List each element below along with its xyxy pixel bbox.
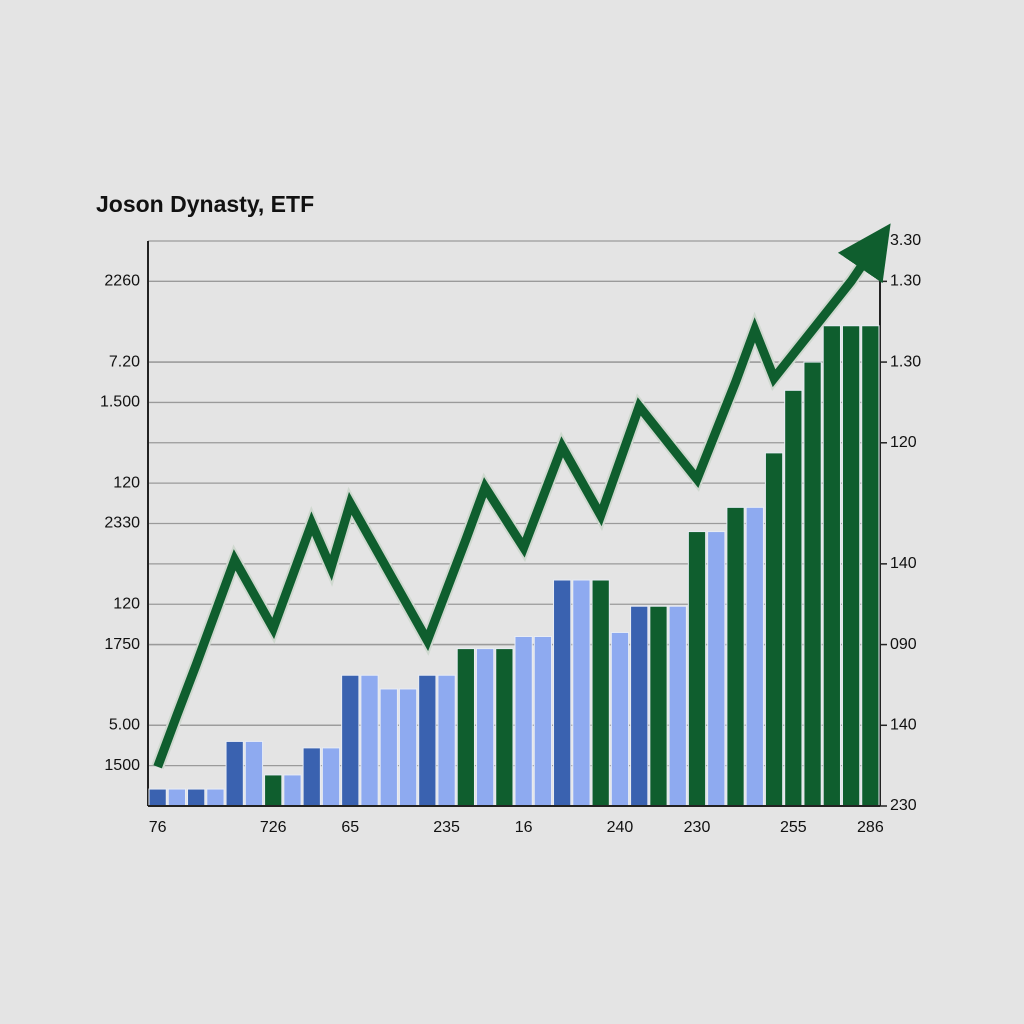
bar	[206, 788, 225, 807]
x-tick-label: 240	[607, 819, 634, 836]
bar	[726, 506, 745, 807]
bar	[707, 531, 726, 807]
bar	[861, 325, 880, 807]
bar	[841, 325, 861, 807]
bar	[360, 674, 379, 807]
bar	[591, 579, 610, 807]
y2-tick-label: 090	[890, 636, 917, 653]
x-tick-label: 16	[515, 819, 533, 836]
y-tick-label: 1500	[104, 757, 140, 774]
x-tick-label: 235	[433, 819, 460, 836]
y2-tick-label: 3.30	[890, 232, 921, 249]
x-tick-label: 286	[857, 819, 884, 836]
bar	[148, 788, 167, 807]
y2-tick-label: 1.30	[890, 273, 921, 290]
x-tick-label: 230	[684, 819, 711, 836]
y2-tick-label: 140	[890, 555, 917, 572]
y-tick-label: 1.500	[100, 394, 140, 411]
bar	[764, 452, 784, 807]
bar	[187, 788, 206, 807]
bar	[341, 674, 360, 807]
bar	[803, 361, 822, 807]
bar	[418, 674, 437, 807]
bar	[244, 740, 264, 807]
y-tick-label: 5.00	[109, 717, 140, 734]
bar	[264, 774, 283, 807]
y2-tick-label: 120	[890, 434, 917, 451]
bar	[321, 747, 341, 807]
y-tick-label: 120	[113, 474, 140, 491]
bar	[302, 747, 321, 807]
y-tick-label: 7.20	[109, 353, 140, 370]
bar	[475, 648, 495, 807]
line	[153, 223, 891, 769]
bar	[437, 674, 456, 807]
bar	[687, 531, 707, 807]
bar	[514, 636, 533, 807]
y-tick-label: 120	[113, 595, 140, 612]
bar	[225, 740, 244, 807]
bar	[784, 389, 803, 807]
bar	[630, 605, 649, 807]
bar	[553, 579, 572, 807]
x-tick-label: 255	[780, 819, 807, 836]
bar	[745, 506, 764, 807]
x-tick-label: 76	[149, 819, 167, 836]
bar	[283, 774, 302, 807]
bar	[533, 636, 553, 807]
bar	[398, 688, 418, 807]
bar	[610, 631, 630, 807]
bar	[379, 688, 398, 807]
x-tick-label: 65	[341, 819, 359, 836]
y-tick-label: 2330	[104, 515, 140, 532]
bar	[822, 325, 841, 807]
y-tick-label: 1750	[104, 636, 140, 653]
bar	[668, 605, 687, 807]
y-tick-label: 2260	[104, 273, 140, 290]
bar	[495, 648, 514, 807]
bar	[572, 579, 591, 807]
y2-tick-label: 140	[890, 717, 917, 734]
bar	[167, 788, 187, 807]
chart-title: Joson Dynasty, ETF	[96, 191, 314, 217]
x-tick-label: 726	[260, 819, 287, 836]
bar	[649, 605, 668, 807]
y2-tick-label: 230	[890, 797, 917, 814]
bar	[456, 648, 475, 807]
y2-tick-label: 1.30	[890, 353, 921, 370]
